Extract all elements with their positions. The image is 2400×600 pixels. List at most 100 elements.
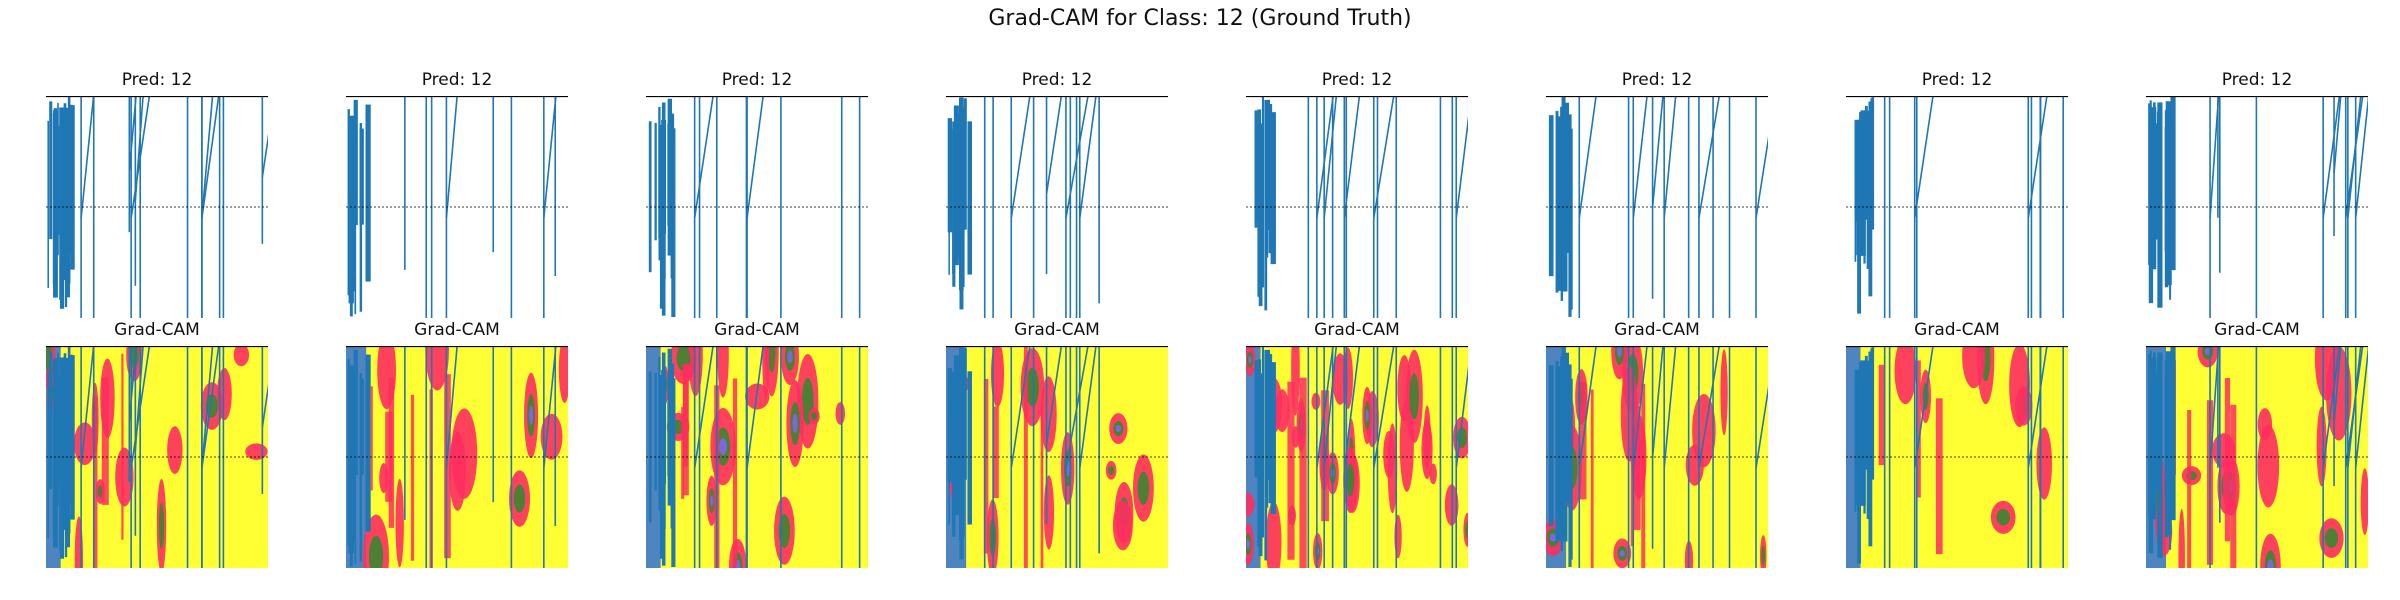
heat-violet-core [1616,346,1622,358]
heat-red-blob [990,346,1005,408]
heat-red-streak [1878,364,1884,466]
heat-red-blob [558,346,568,403]
signal-bar [1556,116,1562,291]
signal-bar [49,351,53,490]
signal-bar [59,116,65,309]
signal-bar [1860,360,1866,506]
heat-violet-core [1246,539,1250,549]
signal-diagonal [1323,346,1338,469]
panel-title-pred-4: Pred: 12 [1021,70,1093,90]
heat-red-blob [2257,424,2280,508]
gradcam-heatmap-7 [1846,346,2068,568]
signal-bar [1863,369,1866,514]
gradcam-signal-5 [1246,346,1468,568]
signal-bar [1562,113,1568,288]
signal-bar [2148,367,2154,554]
signal-bar [63,353,67,531]
heat-violet-core [2204,348,2211,356]
signal-diagonal [746,96,764,219]
signal-bar [365,104,371,282]
heat-green-blob [368,535,384,568]
heat-green-blob [1108,465,1115,475]
heat-red-streak [1641,383,1646,568]
panel-title-gradcam-3: Grad-CAM [714,320,800,340]
signal-diagonal [1323,96,1338,219]
signal-diagonal [746,346,764,469]
signal-bar [658,378,661,511]
signal-bar [963,98,967,230]
signal-bar [52,113,56,284]
heat-red-blob [1043,475,1055,550]
signal-diagonal [130,346,151,469]
heat-red-streak [1632,405,1641,530]
gradcam-heatmap-6 [1546,346,1768,568]
heat-green-blob [97,485,103,498]
signal-bar [1254,110,1258,228]
heat-red-blob [217,368,232,421]
signal-bar [65,107,71,298]
signal-diagonal [1632,96,1648,219]
signal-diagonal [201,346,214,469]
signal-bar [1257,109,1262,297]
signal-diagonal [1010,346,1031,469]
heat-red-blob [2360,468,2368,535]
signal-bar [1268,104,1273,254]
heat-red-blob [1274,389,1290,433]
signal-diagonal [134,96,144,201]
heat-red-streak [444,374,451,559]
signal-bar [947,118,953,233]
heat-red-blob [2036,427,2052,500]
heat-red-blob [2316,406,2327,487]
heat-red-streak [732,378,738,568]
heat-violet-core [1365,409,1369,422]
signal-diagonal [201,96,214,219]
panel-title-pred-8: Pred: 12 [2221,70,2293,90]
signal-bar [348,115,354,304]
signal-diagonal [201,346,220,469]
signal-bar [1548,115,1554,277]
signal-bar [955,113,960,258]
signal-bar [2164,360,2169,538]
heat-red-blob [1962,346,1986,389]
signal-diagonal [201,96,220,219]
signal-bar [1568,364,1572,567]
signal-diagonal [1755,386,1768,469]
signal-diagonal [1372,96,1395,219]
heat-red-streak [121,353,124,540]
signal-bar [57,352,59,506]
gradcam-signal-4 [946,346,1168,568]
heat-red-blob [1342,347,1353,409]
signal-bar [2153,102,2156,234]
signal-diagonal [134,346,144,451]
signal-diagonal [1045,346,1063,445]
signal-bar [1257,359,1262,547]
signal-bar [47,370,49,539]
heat-red-streak [1299,377,1307,568]
signal-bar [1264,350,1268,561]
signal-diagonal [543,96,557,219]
signal-bar [1270,362,1276,515]
panel-title-pred-7: Pred: 12 [1921,70,1993,90]
signal-bar [69,104,73,254]
signal-bar [963,348,967,480]
signal-diagonal [1455,115,1468,219]
pred-signal-8 [2146,96,2368,318]
heat-red-blob [167,426,183,474]
panel-title-gradcam-4: Grad-CAM [1014,320,1100,340]
signal-diagonal [693,96,714,219]
signal-diagonal [130,96,151,219]
signal-diagonal [1913,96,1934,219]
signal-diagonal [543,346,557,469]
heat-violet-core [710,495,714,507]
signal-bar [1265,99,1270,230]
pred-signal-5 [1246,96,1468,318]
heat-red-streak [1916,360,1921,498]
heat-red-blob [395,478,404,568]
signal-bar [967,121,973,275]
signal-bar [1548,365,1554,527]
gradcam-heatmap-2 [346,346,568,568]
signal-bar [1264,100,1268,311]
heat-red-blob [245,443,268,460]
signal-diagonal [261,383,268,428]
